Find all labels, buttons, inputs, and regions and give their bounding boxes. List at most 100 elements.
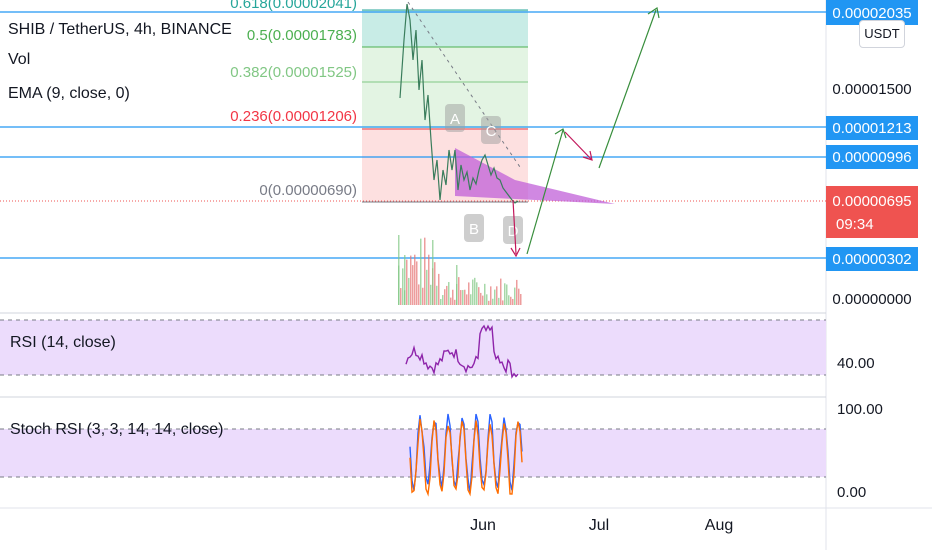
volume-bar [482,295,484,305]
volume-bar [416,261,418,305]
volume-bar [464,289,466,305]
volume-bar [466,294,468,305]
rsi-pane[interactable]: RSI (14, close) [0,319,826,379]
volume-bar [488,300,490,305]
symbol-title[interactable]: SHIB / TetherUS, 4h, BINANCE [8,21,232,38]
volume-bar [476,282,478,305]
price-label-bg-4 [826,247,918,271]
fib-zone-teal [362,10,528,47]
volume-bar [502,300,504,305]
green-arrow-up-1[interactable] [526,129,564,255]
volume-bar [474,277,476,305]
rsi-line [405,324,519,379]
time-tick-jul: Jul [589,517,609,534]
volume-bar [412,265,414,305]
volume-bar [456,265,458,305]
volume-bar [516,279,518,305]
volume-bar [406,259,408,305]
volume-bar [436,285,438,305]
volume-bars [398,235,522,305]
volume-bar [448,282,450,305]
volume-bar [400,288,402,305]
fib-label-05: 0.5(0.00001783) [247,27,357,44]
volume-bar [462,290,464,305]
volume-bar [518,288,520,305]
pattern-point-d[interactable] [503,216,523,244]
price-label-bg-3 [826,145,918,169]
volume-legend[interactable]: Vol [8,51,31,68]
volume-bar [472,279,474,305]
volume-bar [434,262,436,305]
pattern-point-b[interactable] [464,214,484,242]
time-tick-aug: Aug [705,517,733,534]
volume-bar [506,284,508,305]
red-arrow-mid-head [582,150,593,161]
bar-countdown: 09:34 [836,216,874,233]
price-tick-1500: 0.00001500 [832,81,911,98]
stoch-rsi-pane[interactable]: Stoch RSI (3, 3, 14, 14, close) [0,413,826,497]
volume-bar [514,287,516,305]
volume-bar [484,283,486,305]
volume-bar [504,283,506,305]
projection-arrows[interactable] [510,7,660,258]
last-price-label: 0.00000695 [832,193,911,210]
volume-bar [454,299,456,305]
currency-button[interactable]: USDT [859,20,905,48]
price-axis[interactable]: 0.00002035 0.00001500 0.00001213 0.00000… [826,0,918,501]
volume-bar [446,285,448,305]
price-label-4: 0.00000302 [832,251,911,268]
fib-label-0618: 0.618(0.00002041) [230,0,357,12]
volume-bar [500,278,502,305]
volume-bar [420,238,422,305]
price-label-bg-2 [826,116,918,140]
pattern-point-a[interactable] [445,104,465,132]
volume-bar [498,297,500,305]
time-axis[interactable]: Jun Jul Aug [470,517,733,534]
price-tick-zero: 0.00000000 [832,291,911,308]
dashed-trendline[interactable] [407,1,523,171]
volume-bar [442,295,444,305]
volume-bar [494,289,496,305]
volume-bar [402,268,404,305]
ema-legend[interactable]: EMA (9, close, 0) [8,85,130,102]
price-series [399,3,519,204]
volume-bar [410,255,412,305]
red-arrow-down[interactable] [512,199,517,255]
rsi-band [0,320,826,375]
volume-bar [452,289,454,305]
volume-bar [418,284,420,305]
stoch-axis-label-0: 0.00 [837,484,866,501]
volume-bar [440,299,442,305]
fib-label-0236: 0.236(0.00001206) [230,108,357,125]
green-arrow-up-2[interactable] [598,9,657,169]
volume-bar [512,298,514,305]
stoch-axis-label-100: 100.00 [837,401,883,418]
volume-bar [496,286,498,305]
volume-bar [432,240,434,305]
volume-bar [470,294,472,305]
horizontal-levels[interactable] [0,11,826,259]
rsi-axis-label: 40.00 [837,355,875,372]
price-label-3: 0.00000996 [832,149,911,166]
volume-bar [426,269,428,305]
pattern-point-d-label: D [508,223,519,240]
red-arrow-down-head [510,247,521,258]
volume-bar [480,292,482,305]
pattern-point-b-label: B [469,221,479,238]
volume-bar [404,255,406,305]
red-arrow-mid[interactable] [564,131,592,160]
volume-bar [492,298,494,305]
green-arrow-up-2-head [647,7,660,19]
time-tick-jun: Jun [470,517,496,534]
pattern-point-c[interactable] [481,116,501,144]
volume-bar [444,289,446,305]
fib-label-0: 0(0.00000690) [259,182,357,199]
volume-bar [408,277,410,305]
volume-bar [460,290,462,305]
volume-bar [508,295,510,305]
volume-bar [490,286,492,305]
pattern-points[interactable]: A C B D [445,104,523,244]
price-label-2: 0.00001213 [832,120,911,137]
harmonic-pattern-triangle[interactable] [455,148,615,204]
